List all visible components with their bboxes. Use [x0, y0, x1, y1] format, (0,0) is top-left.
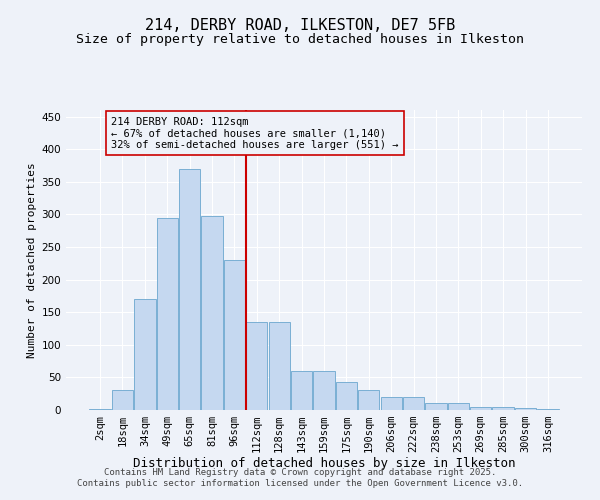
Bar [470, 406, 491, 410]
Bar [246, 322, 268, 410]
Bar [224, 260, 245, 410]
X-axis label: Distribution of detached houses by size in Ilkeston: Distribution of detached houses by size … [133, 456, 515, 469]
Y-axis label: Number of detached properties: Number of detached properties [27, 162, 37, 358]
Text: Size of property relative to detached houses in Ilkeston: Size of property relative to detached ho… [76, 32, 524, 46]
Bar [515, 408, 536, 410]
Bar [313, 371, 335, 410]
Bar [380, 397, 402, 410]
Bar [336, 382, 357, 410]
Bar [425, 404, 446, 410]
Bar [493, 406, 514, 410]
Bar [112, 390, 133, 410]
Bar [179, 168, 200, 410]
Bar [202, 216, 223, 410]
Bar [448, 404, 469, 410]
Text: Contains HM Land Registry data © Crown copyright and database right 2025.
Contai: Contains HM Land Registry data © Crown c… [77, 468, 523, 487]
Bar [157, 218, 178, 410]
Text: 214 DERBY ROAD: 112sqm
← 67% of detached houses are smaller (1,140)
32% of semi-: 214 DERBY ROAD: 112sqm ← 67% of detached… [111, 116, 399, 150]
Bar [358, 390, 379, 410]
Bar [134, 299, 155, 410]
Text: 214, DERBY ROAD, ILKESTON, DE7 5FB: 214, DERBY ROAD, ILKESTON, DE7 5FB [145, 18, 455, 32]
Bar [291, 371, 312, 410]
Bar [403, 397, 424, 410]
Bar [269, 322, 290, 410]
